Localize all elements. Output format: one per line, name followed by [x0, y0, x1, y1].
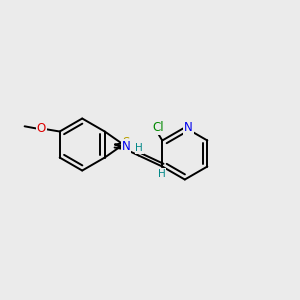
Text: N: N [122, 140, 130, 153]
Text: N: N [184, 121, 193, 134]
Text: Cl: Cl [152, 122, 164, 134]
Text: O: O [37, 122, 46, 135]
Text: S: S [122, 136, 130, 149]
Text: H: H [136, 143, 143, 153]
Text: H: H [158, 169, 166, 179]
